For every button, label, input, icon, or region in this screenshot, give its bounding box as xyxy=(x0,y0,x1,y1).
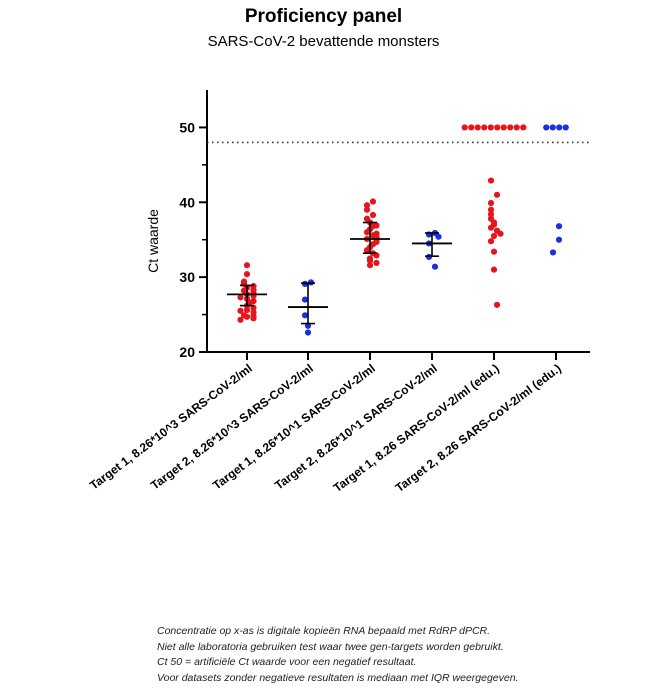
y-tick-label: 30 xyxy=(179,269,195,285)
data-point xyxy=(363,229,371,236)
data-point xyxy=(237,316,244,323)
data-points xyxy=(237,124,569,336)
data-point xyxy=(549,249,557,256)
data-point xyxy=(497,230,504,237)
data-point xyxy=(363,247,371,254)
footnote-line: Voor datasets zonder negatieve resultate… xyxy=(157,671,519,684)
data-point xyxy=(468,124,475,131)
footnotes: Concentratie op x-as is digitale kopieën… xyxy=(157,624,642,686)
footnote-line: Concentratie op x-as is digitale kopieën… xyxy=(157,625,491,637)
data-point xyxy=(556,124,563,131)
data-point xyxy=(366,257,374,264)
y-tick-label: 50 xyxy=(179,119,195,135)
data-point xyxy=(237,294,244,301)
data-point xyxy=(461,124,468,131)
data-point xyxy=(487,177,495,184)
data-point xyxy=(513,124,520,131)
data-point xyxy=(366,262,374,269)
data-point xyxy=(487,211,495,218)
data-point xyxy=(493,301,501,308)
data-point xyxy=(243,306,251,314)
median-iqr-bars xyxy=(227,221,452,325)
chart-title: Proficiency panel xyxy=(244,6,403,27)
data-point xyxy=(481,124,488,131)
y-tick-label: 20 xyxy=(179,344,195,360)
data-point xyxy=(363,202,371,209)
data-point xyxy=(490,266,498,273)
data-point xyxy=(301,296,309,303)
category-labels: Target 1, 8.26*10^3 SARS-CoV-2/mlTarget … xyxy=(87,361,564,495)
data-point xyxy=(500,124,507,131)
data-point xyxy=(487,238,495,245)
data-point xyxy=(373,222,380,229)
data-point xyxy=(373,259,380,267)
data-point xyxy=(507,124,514,131)
footnote-line: Niet alle laboratoria gebruiken test waa… xyxy=(157,640,504,653)
data-point xyxy=(373,238,380,246)
data-point xyxy=(474,124,481,131)
data-point xyxy=(250,312,257,320)
scatter-chart: 20 30 40 50 Ct waarde Target 1, 8.26*10^3 SA… xyxy=(87,90,590,495)
data-point xyxy=(562,124,569,131)
data-point xyxy=(494,124,501,131)
data-point xyxy=(237,307,244,314)
y-tick-label: 40 xyxy=(179,194,195,210)
data-point xyxy=(543,124,550,131)
data-point xyxy=(487,206,495,213)
data-point xyxy=(304,329,312,336)
chart-subtitle: SARS-CoV-2 bevattende monsters xyxy=(207,33,440,50)
data-point xyxy=(549,124,556,131)
data-point xyxy=(520,124,527,131)
data-point xyxy=(243,262,251,269)
data-point xyxy=(490,232,498,240)
data-point xyxy=(363,206,371,213)
data-point xyxy=(493,191,501,198)
footnote-line: Ct 50 = artificiële Ct waarde voor een n… xyxy=(157,656,417,668)
data-point xyxy=(487,124,494,131)
data-point xyxy=(369,211,377,219)
data-point xyxy=(487,199,495,207)
data-point xyxy=(369,198,377,205)
data-point xyxy=(431,263,439,270)
data-point xyxy=(490,248,498,255)
data-point xyxy=(243,313,251,320)
data-point xyxy=(243,271,251,278)
data-point xyxy=(555,223,563,230)
y-axis-label: Ct waarde xyxy=(145,209,161,273)
data-point xyxy=(555,236,563,243)
axes: 20 30 40 50 Ct waarde xyxy=(145,90,590,360)
data-point xyxy=(435,233,442,240)
data-point xyxy=(487,224,495,231)
data-point xyxy=(373,230,380,237)
data-point xyxy=(301,312,309,319)
